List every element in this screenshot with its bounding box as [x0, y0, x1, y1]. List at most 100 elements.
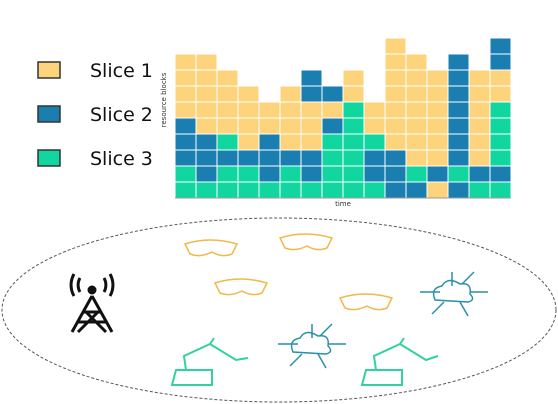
resource-block: [237, 165, 260, 183]
resource-block: [468, 149, 491, 167]
resource-block: [279, 181, 302, 199]
resource-block: [384, 53, 407, 71]
resource-block: [405, 69, 428, 87]
resource-block: [342, 133, 365, 151]
headset-icons: [183, 233, 394, 311]
resource-block: [384, 69, 407, 87]
resource-block: [237, 85, 260, 103]
resource-block: [489, 149, 512, 167]
resource-block: [405, 117, 428, 135]
resource-block: [384, 181, 407, 199]
resource-block: [426, 101, 449, 119]
resource-block: [321, 149, 344, 167]
resource-block: [342, 149, 365, 167]
legend-label: Slice 1: [90, 60, 153, 82]
resource-block: [342, 85, 365, 103]
resource-block: [258, 101, 281, 119]
resource-block: [468, 101, 491, 119]
resource-block: [468, 117, 491, 135]
resource-block: [489, 85, 512, 103]
resource-block: [447, 149, 470, 167]
resource-block: [384, 165, 407, 183]
resource-block: [300, 165, 323, 183]
resource-block: [321, 117, 344, 135]
resource-block: [237, 133, 260, 151]
cloud-iot-icons: [278, 271, 488, 369]
resource-block: [279, 85, 302, 103]
robot-arm-icons: [170, 337, 439, 386]
resource-block: [237, 101, 260, 119]
resource-block: [195, 165, 218, 183]
legend-swatch: [37, 105, 61, 123]
resource-block: [300, 117, 323, 135]
legend-swatch: [37, 61, 61, 79]
resource-block: [426, 181, 449, 199]
resource-block: [447, 53, 470, 71]
resource-block: [300, 101, 323, 119]
resource-block: [195, 181, 218, 199]
x-label: time: [335, 200, 351, 208]
resource-block: [489, 101, 512, 119]
resource-block: [405, 181, 428, 199]
resource-block: [195, 149, 218, 167]
resource-block: [447, 165, 470, 183]
resource-block: [258, 181, 281, 199]
resource-block: [342, 117, 365, 135]
resource-block: [237, 149, 260, 167]
resource-block: [216, 101, 239, 119]
resource-block: [363, 117, 386, 135]
resource-block: [426, 85, 449, 103]
resource-block: [489, 53, 512, 71]
resource-block: [300, 69, 323, 87]
resource-block: [426, 133, 449, 151]
resource-block: [279, 133, 302, 151]
resource-block: [384, 133, 407, 151]
resource-block: [489, 117, 512, 135]
resource-block: [195, 69, 218, 87]
resource-block: [195, 117, 218, 135]
resource-block: [258, 117, 281, 135]
resource-block: [174, 181, 197, 199]
resource-block: [489, 181, 512, 199]
resource-block: [363, 149, 386, 167]
resource-block: [216, 85, 239, 103]
resource-block: [300, 149, 323, 167]
resource-block: [216, 149, 239, 167]
resource-block: [300, 181, 323, 199]
resource-block: [321, 133, 344, 151]
resource-block: [447, 101, 470, 119]
resource-block: [468, 133, 491, 151]
resource-block: [342, 181, 365, 199]
resource-block: [279, 149, 302, 167]
resource-block: [321, 165, 344, 183]
legend-label: Slice 2: [90, 104, 153, 126]
resource-block: [447, 133, 470, 151]
resource-block: [426, 149, 449, 167]
resource-block: [405, 53, 428, 71]
resource-block: [237, 181, 260, 199]
resource-block: [300, 85, 323, 103]
legend: Slice 1 Slice 2 Slice 3: [37, 60, 153, 170]
resource-block: [195, 101, 218, 119]
resource-block: [216, 181, 239, 199]
resource-block: [321, 101, 344, 119]
resource-block: [174, 165, 197, 183]
resource-block: [489, 165, 512, 183]
tower-icon: [69, 273, 115, 334]
resource-block: [216, 117, 239, 135]
resource-block: [258, 133, 281, 151]
resource-block: [342, 69, 365, 87]
resource-block: [363, 101, 386, 119]
resource-block: [384, 149, 407, 167]
resource-block: [174, 133, 197, 151]
resource-block: [237, 117, 260, 135]
resource-block: [405, 133, 428, 151]
resource-block: [363, 133, 386, 151]
resource-block: [174, 117, 197, 135]
resource-block: [489, 133, 512, 151]
resource-block: [258, 165, 281, 183]
resource-block: [174, 149, 197, 167]
resource-block: [426, 117, 449, 135]
resource-block: [321, 181, 344, 199]
